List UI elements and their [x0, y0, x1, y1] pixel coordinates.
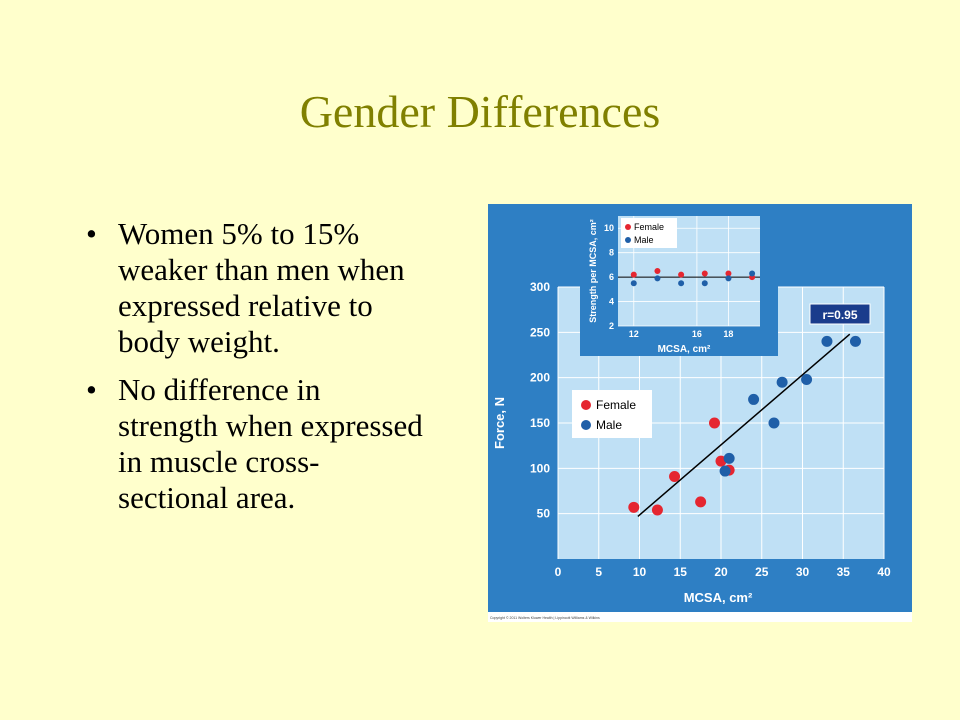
x-tick-label: 30	[796, 565, 810, 579]
inset-male-data-point	[678, 280, 685, 287]
trend-line	[637, 333, 851, 517]
inset-chart: 12 16 18 2 4 6 8 10 Strength per MCSA, cm² MCSA…	[580, 204, 778, 356]
inset-x-tick-label: 18	[723, 329, 733, 339]
male-data-point	[719, 465, 731, 477]
inset-legend-male: Male	[634, 235, 654, 245]
annotation-box	[809, 303, 871, 325]
inset-legend-marker-male	[625, 237, 631, 243]
female-data-point	[708, 417, 720, 429]
inset-male-data-point	[630, 280, 637, 287]
inset-male-data-point	[725, 275, 732, 282]
y-tick-label: 150	[530, 416, 550, 430]
legend-marker-male	[581, 420, 591, 430]
x-tick-label: 0	[555, 565, 562, 579]
y-tick-label: 250	[530, 325, 550, 339]
y-tick-label: 100	[530, 461, 550, 475]
x-tick-label: 40	[877, 565, 891, 579]
main-legend-box	[572, 390, 652, 438]
inset-female-data-point	[701, 270, 708, 277]
female-data-point	[651, 504, 663, 516]
inset-x-axis-label: MCSA, cm²	[658, 344, 711, 355]
female-data-point	[628, 501, 640, 513]
inset-y-axis-label: Strength per MCSA, cm²	[588, 219, 598, 323]
y-tick-label: 50	[537, 507, 551, 521]
inset-y-tick-label: 6	[609, 272, 614, 282]
male-data-point	[776, 376, 788, 388]
bullet-list: Women 5% to 15% weaker than men when exp…	[86, 216, 426, 528]
main-points	[628, 335, 861, 516]
inset-points	[630, 268, 756, 287]
x-tick-label: 5	[595, 565, 602, 579]
female-data-point	[669, 470, 681, 482]
copyright-footer: Copyright © 2011 Wolters Kluwer Health |…	[490, 616, 600, 620]
inset-x-tick-label: 16	[692, 329, 702, 339]
inset-legend-box	[621, 218, 677, 248]
inset-x-tick-label: 12	[629, 329, 639, 339]
inset-y-tick-label: 4	[609, 297, 614, 307]
inset-legend-female: Female	[634, 222, 664, 232]
y-tick-label: 200	[530, 371, 550, 385]
inset-male-data-point	[749, 270, 756, 277]
inset-female-data-point	[725, 270, 732, 277]
inset-legend-marker-female	[625, 224, 631, 230]
y-tick-label: 300	[530, 280, 550, 294]
main-x-axis-label: MCSA, cm²	[684, 590, 753, 605]
main-ticks: 0 5 10 15 20 25 30 35 40 50 100 150 200 250 300	[530, 280, 891, 579]
male-data-point	[849, 335, 861, 347]
main-legend-female: Female	[596, 398, 636, 412]
main-y-axis-label: Force, N	[492, 397, 507, 449]
male-data-point	[768, 417, 780, 429]
female-data-point	[695, 496, 707, 508]
legend-marker-female	[581, 400, 591, 410]
bullet-item: Women 5% to 15% weaker than men when exp…	[86, 216, 426, 360]
inset-female-data-point	[678, 271, 685, 278]
inset-female-data-point	[630, 271, 637, 278]
correlation-annotation: r=0.95	[809, 303, 871, 325]
slide-title: Gender Differences	[299, 86, 661, 137]
male-data-point	[748, 393, 760, 405]
inset-male-data-point	[654, 275, 661, 282]
inset-female-data-point	[654, 268, 661, 274]
inset-y-tick-label: 8	[609, 248, 614, 258]
inset-ticks: 12 16 18 2 4 6 8 10	[604, 223, 733, 339]
x-tick-label: 25	[755, 565, 769, 579]
male-data-point	[801, 373, 813, 385]
inset-legend: Female Male	[621, 218, 677, 248]
figure-svg: 0 5 10 15 20 25 30 35 40 50 100 150 200 250 300 Force,…	[488, 204, 912, 622]
male-data-point	[821, 335, 833, 347]
inset-y-tick-label: 10	[604, 223, 614, 233]
inset-y-tick-label: 2	[609, 321, 614, 331]
main-legend: Female Male	[572, 390, 652, 438]
x-tick-label: 35	[837, 565, 851, 579]
figure: 0 5 10 15 20 25 30 35 40 50 100 150 200 250 300 Force,…	[488, 204, 912, 622]
x-tick-label: 15	[674, 565, 688, 579]
main-legend-male: Male	[596, 418, 622, 432]
x-tick-label: 20	[714, 565, 728, 579]
inset-male-data-point	[701, 280, 708, 287]
male-data-point	[723, 452, 735, 464]
x-tick-label: 10	[633, 565, 647, 579]
annotation-label: r=0.95	[822, 308, 857, 322]
bullet-item: No difference in strength when expressed…	[86, 372, 426, 516]
